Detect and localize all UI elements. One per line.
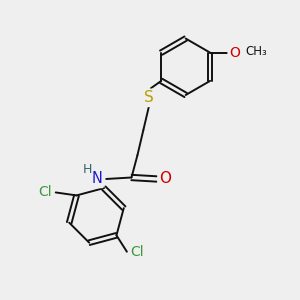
- Text: S: S: [144, 90, 154, 105]
- Text: Cl: Cl: [130, 245, 144, 259]
- Text: H: H: [83, 163, 92, 176]
- Text: N: N: [91, 172, 102, 187]
- Text: O: O: [159, 172, 171, 187]
- Text: CH₃: CH₃: [245, 45, 267, 58]
- Text: O: O: [229, 46, 240, 60]
- Text: Cl: Cl: [38, 185, 52, 200]
